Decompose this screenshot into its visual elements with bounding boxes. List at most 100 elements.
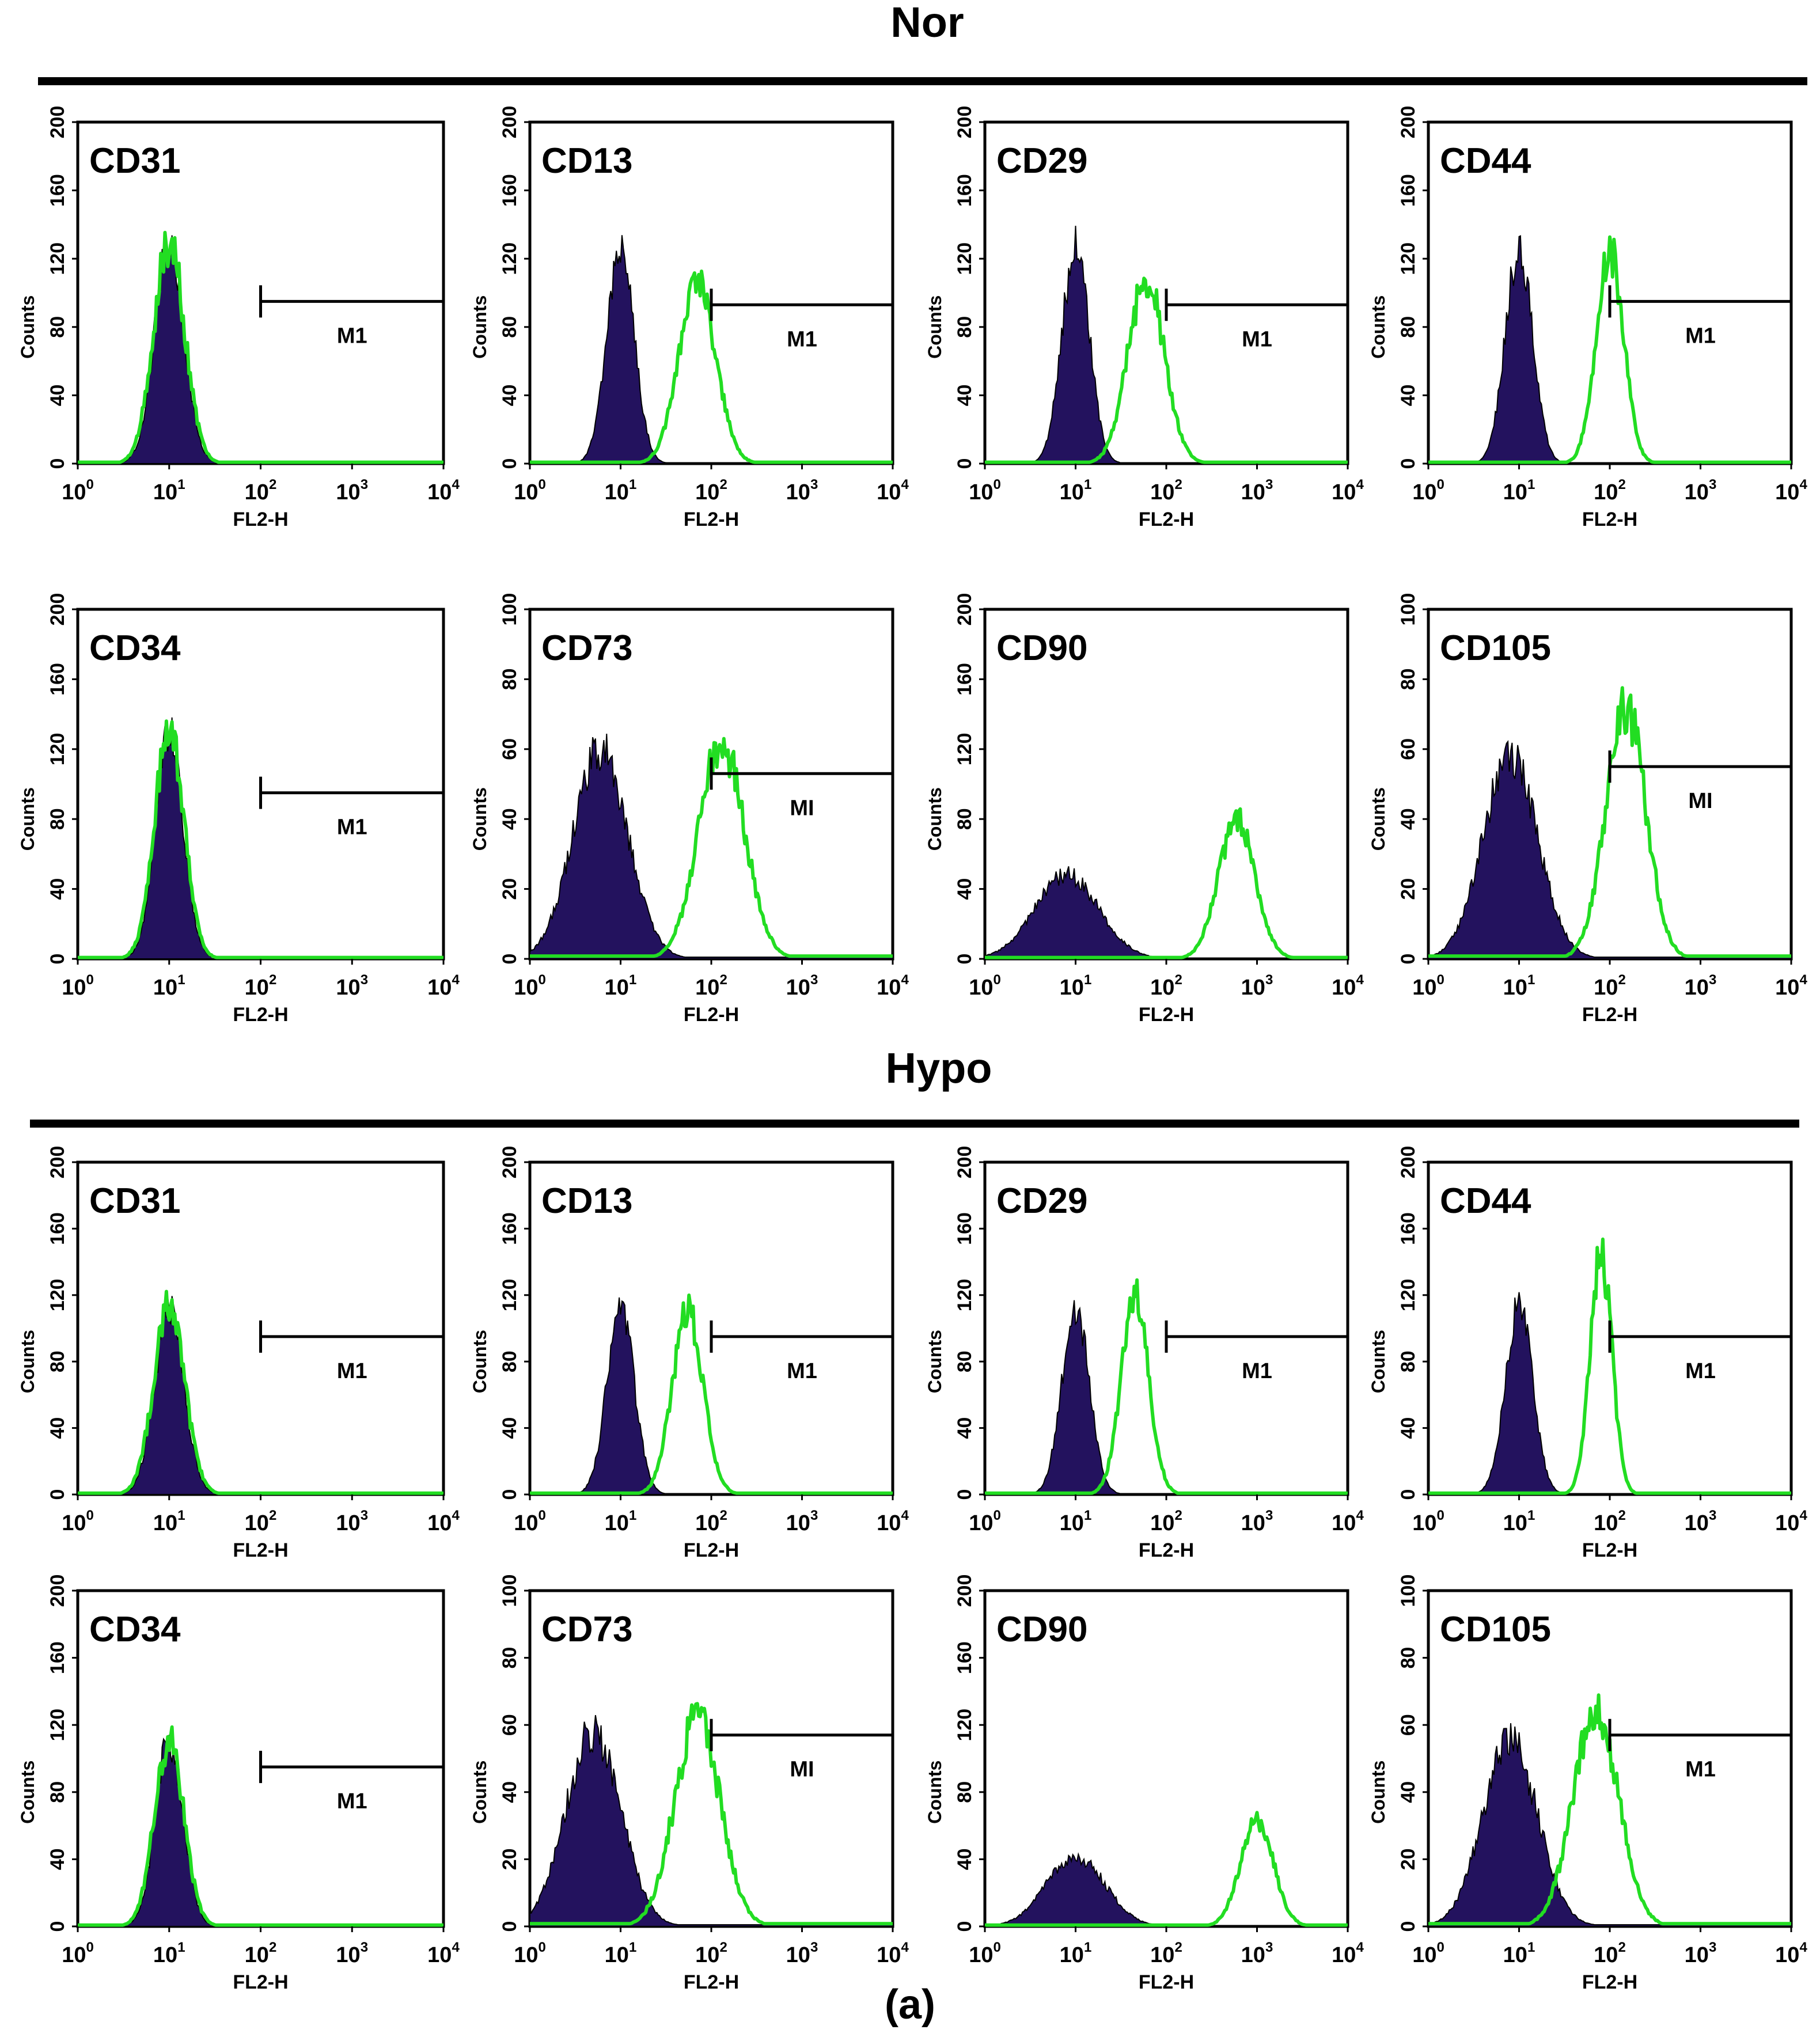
gate-label: M1 [1685,324,1716,348]
gate-label: M1 [1685,1359,1716,1383]
y-tick-label: 200 [1397,1146,1419,1179]
x-tick-label: 100 [62,477,94,504]
y-tick-label: 120 [499,242,521,275]
x-tick-label: 102 [695,1508,727,1535]
y-tick-label: 20 [1397,878,1419,900]
y-tick-label: 120 [954,1279,976,1311]
marker-label: CD44 [1440,1181,1531,1221]
gate-label: M1 [787,1359,817,1383]
y-tick-label: 40 [1397,1781,1419,1803]
x-tick-label: 104 [427,1940,460,1967]
x-tick-label: 103 [786,972,818,1000]
histogram-hypo-cd13: M1 CD13 0 40 80 120 160 200 Counts 100 101 102 103 10… [469,1146,909,1561]
x-tick-label: 101 [1060,477,1092,504]
histogram-hypo-cd105: M1 CD105 0 20 40 60 80 100 Counts 100 101 102 103 104… [1368,1575,1807,1993]
x-tick-label: 102 [695,477,727,504]
x-tick-label: 104 [427,477,460,504]
y-tick-label: 200 [47,593,69,626]
x-tick-label: 100 [514,1940,546,1967]
histogram-hypo-cd44: M1 CD44 0 40 80 120 160 200 Counts 100 101 102 103 10… [1368,1146,1807,1561]
x-axis-label: FL2-H [1139,509,1194,530]
x-tick-label: 103 [1685,1508,1717,1535]
marker-label: CD105 [1440,628,1551,668]
y-tick-label: 200 [47,106,69,139]
gate-label: M1 [337,815,367,840]
x-axis-label: FL2-H [684,509,739,530]
x-tick-label: 100 [1412,477,1444,504]
section-title-hypo: Hypo [885,1044,992,1092]
marker-label: CD31 [89,1181,181,1221]
x-tick-label: 101 [1060,1940,1092,1967]
y-tick-label: 100 [1397,1575,1419,1607]
x-tick-label: 103 [786,477,818,504]
y-tick-label: 80 [499,1350,521,1372]
x-tick-label: 102 [1150,1508,1182,1535]
y-tick-label: 80 [1397,1647,1419,1669]
x-tick-label: 103 [1685,972,1717,1000]
y-tick-label: 0 [47,954,69,965]
y-tick-label: 200 [499,106,521,139]
y-axis-label: Counts [17,787,38,851]
y-tick-label: 80 [954,808,976,830]
histogram-nor-cd73: MI CD73 0 20 40 60 80 100 Counts 100 101 102 103 104 F… [469,593,909,1026]
y-tick-label: 160 [954,1212,976,1245]
x-tick-label: 104 [877,477,909,504]
x-tick-label: 100 [1412,1940,1444,1967]
marker-label: CD73 [541,628,633,668]
y-tick-label: 0 [47,1921,69,1932]
y-tick-label: 80 [47,316,69,338]
gate-label: M1 [1242,327,1272,351]
x-tick-label: 102 [1594,1508,1626,1535]
x-axis-label: FL2-H [1582,1971,1637,1993]
y-tick-label: 80 [47,1350,69,1372]
x-tick-label: 101 [153,1508,185,1535]
x-tick-label: 102 [1594,972,1626,1000]
x-tick-label: 101 [605,1508,637,1535]
x-tick-label: 104 [1332,972,1364,1000]
marker-histogram-line [77,1289,444,1495]
y-tick-label: 0 [954,1489,976,1500]
x-tick-label: 103 [1241,972,1273,1000]
x-tick-label: 103 [1241,1508,1273,1535]
x-tick-label: 103 [786,1940,818,1967]
y-tick-label: 160 [954,663,976,696]
y-tick-label: 200 [954,106,976,139]
histogram-hypo-cd34: M1 CD34 0 40 80 120 160 200 Counts 100 101 102 103 10… [17,1575,460,1993]
x-axis-label: FL2-H [684,1971,739,1993]
y-tick-label: 60 [1397,1714,1419,1736]
x-axis-label: FL2-H [1582,1004,1637,1026]
x-axis-label: FL2-H [1582,509,1637,530]
x-tick-label: 103 [1241,1940,1273,1967]
x-axis-label: FL2-H [1139,1971,1194,1993]
y-tick-label: 0 [47,458,69,469]
y-tick-label: 120 [954,1709,976,1742]
x-tick-label: 104 [1332,477,1364,504]
x-tick-label: 104 [877,1940,909,1967]
y-tick-label: 0 [1397,1921,1419,1932]
x-tick-label: 100 [514,972,546,1000]
y-tick-label: 0 [954,954,976,965]
x-tick-label: 101 [153,1940,185,1967]
x-tick-label: 101 [605,972,637,1000]
y-tick-label: 40 [954,1848,976,1870]
x-tick-label: 102 [1150,1940,1182,1967]
y-tick-label: 40 [954,384,976,406]
y-tick-label: 160 [1397,174,1419,207]
y-tick-label: 200 [47,1575,69,1607]
y-tick-label: 200 [1397,106,1419,139]
y-tick-label: 40 [499,1781,521,1803]
y-axis-label: Counts [1368,787,1389,851]
section-title-nor: Nor [890,0,964,46]
y-tick-label: 20 [1397,1848,1419,1870]
y-tick-label: 0 [954,458,976,469]
x-tick-label: 100 [514,1508,546,1535]
histogram-hypo-cd29: M1 CD29 0 40 80 120 160 200 Counts 100 101 102 103 10… [924,1146,1364,1561]
x-tick-label: 104 [1775,477,1807,504]
x-axis-label: FL2-H [233,1971,288,1993]
x-tick-label: 101 [1060,972,1092,1000]
y-axis-label: Counts [469,1330,490,1393]
marker-label: CD13 [541,141,633,181]
y-tick-label: 120 [954,733,976,765]
y-tick-label: 80 [954,1350,976,1372]
x-tick-label: 104 [1332,1508,1364,1535]
